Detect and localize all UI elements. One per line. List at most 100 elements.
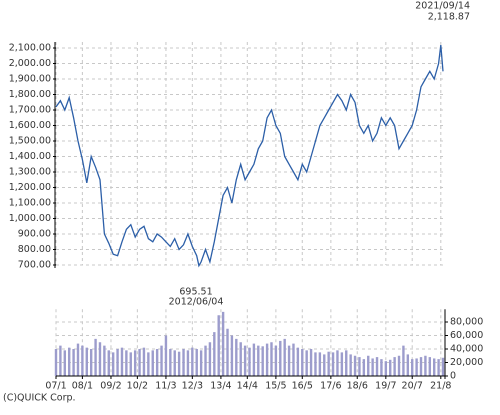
volume-bar xyxy=(367,355,370,376)
y-tick-label: 0 xyxy=(450,371,456,382)
volume-bar xyxy=(309,349,313,376)
volume-bar xyxy=(340,352,344,376)
volume-bar xyxy=(265,343,269,376)
volume-bar xyxy=(314,352,317,376)
volume-bar xyxy=(415,358,418,376)
y-tick-label: 900.00 xyxy=(18,229,51,240)
volume-bar xyxy=(406,354,410,376)
y-tick-label: 2,000.00 xyxy=(9,58,51,69)
x-tick-label: 13/4 xyxy=(210,381,231,392)
y-tick-label: 1,200.00 xyxy=(9,182,51,193)
volume-bar xyxy=(169,349,172,376)
volume-bar xyxy=(85,347,88,376)
volume-bar xyxy=(226,328,229,376)
y-tick-label: 1,300.00 xyxy=(9,167,51,178)
footer: (C)QUICK Corp. xyxy=(3,393,76,404)
volume-bar xyxy=(94,338,97,376)
volume-bar xyxy=(261,346,264,376)
volume-bar xyxy=(63,350,66,376)
x-tick-label: 09/2 xyxy=(100,381,121,392)
y-tick-label: 1,000.00 xyxy=(9,213,51,224)
x-tick-label: 16/5 xyxy=(292,381,313,392)
volume-bar xyxy=(116,349,119,376)
volume-bar xyxy=(441,357,445,376)
volume-bar xyxy=(125,350,128,376)
volume-bar xyxy=(173,350,176,376)
volume-bar xyxy=(239,342,242,376)
volume-bar xyxy=(230,335,234,376)
x-tick-label: 08/1 xyxy=(72,381,93,392)
volume-bar xyxy=(323,354,326,376)
volume-bar xyxy=(411,359,414,376)
volume-bar xyxy=(345,350,348,376)
volume-bar xyxy=(252,343,256,376)
volume-bar xyxy=(120,347,124,376)
price-line xyxy=(55,45,444,268)
volume-bar xyxy=(384,361,388,376)
y-tick-label: 40,000 xyxy=(450,344,483,355)
volume-bar xyxy=(191,347,194,376)
volume-bar xyxy=(67,347,71,376)
y-tick-label: 700.00 xyxy=(18,260,51,271)
volume-bar xyxy=(248,347,251,376)
y-tick-label: 1,700.00 xyxy=(9,105,51,116)
volume-bar xyxy=(76,343,80,376)
volume-bar xyxy=(358,357,361,376)
annotation: 2,118.87 xyxy=(428,12,470,23)
volume-bar xyxy=(380,359,383,376)
x-tick-label: 19/7 xyxy=(375,381,396,392)
volume-bar xyxy=(221,311,225,376)
y-tick-label: 1,800.00 xyxy=(9,89,51,100)
volume-bar xyxy=(147,352,150,376)
y-tick-label: 20,000 xyxy=(450,357,483,368)
volume-bar xyxy=(195,349,198,376)
annotation: 2012/06/04 xyxy=(169,297,224,308)
volume-bar xyxy=(419,357,423,376)
volume-bar xyxy=(107,350,110,376)
volume-bar xyxy=(305,350,308,376)
y-tick-label: 1,900.00 xyxy=(9,74,51,85)
volume-bar xyxy=(336,350,339,376)
volume-bar xyxy=(433,358,436,376)
volume-bar xyxy=(54,349,58,376)
volume-bar xyxy=(292,343,295,376)
volume-bar xyxy=(296,347,300,376)
volume-bar xyxy=(160,345,163,376)
volume-bar xyxy=(177,351,181,376)
volume-bar xyxy=(243,345,247,376)
volume-bar xyxy=(235,338,238,376)
volume-bar xyxy=(331,352,335,376)
volume-bar xyxy=(402,345,405,376)
volume-bar xyxy=(133,350,137,376)
y-tick-label: 800.00 xyxy=(18,244,51,255)
annotation: 2021/09/14 xyxy=(415,1,470,12)
volume-bar xyxy=(428,357,432,376)
volume-bar xyxy=(208,342,212,376)
x-tick-label: 17/6 xyxy=(320,381,341,392)
y-tick-label: 2,100.00 xyxy=(9,43,51,54)
volume-bar xyxy=(89,349,93,376)
volume-bar xyxy=(138,349,141,376)
volume-bar xyxy=(204,345,207,376)
x-tick-label: 18/6 xyxy=(347,381,368,392)
volume-bar xyxy=(111,352,115,376)
volume-bar xyxy=(155,349,159,376)
volume-bar xyxy=(397,355,401,376)
volume-bar xyxy=(375,357,379,376)
volume-bar xyxy=(371,358,374,376)
volume-bar xyxy=(287,345,291,376)
volume-bar xyxy=(142,347,146,376)
annotation: 695.51 xyxy=(179,287,212,298)
volume-bar xyxy=(424,355,427,376)
x-tick-label: 07/1 xyxy=(45,381,66,392)
volume-bar xyxy=(164,335,168,376)
volume-bar xyxy=(437,359,440,376)
x-tick-label: 10/2 xyxy=(127,381,148,392)
y-tick-label: 1,600.00 xyxy=(9,120,51,131)
y-tick-label: 1,100.00 xyxy=(9,198,51,209)
volume-bar xyxy=(257,345,260,376)
volume-bar xyxy=(327,351,330,376)
volume-bar xyxy=(270,342,273,376)
x-tick-label: 21/8 xyxy=(430,381,451,392)
